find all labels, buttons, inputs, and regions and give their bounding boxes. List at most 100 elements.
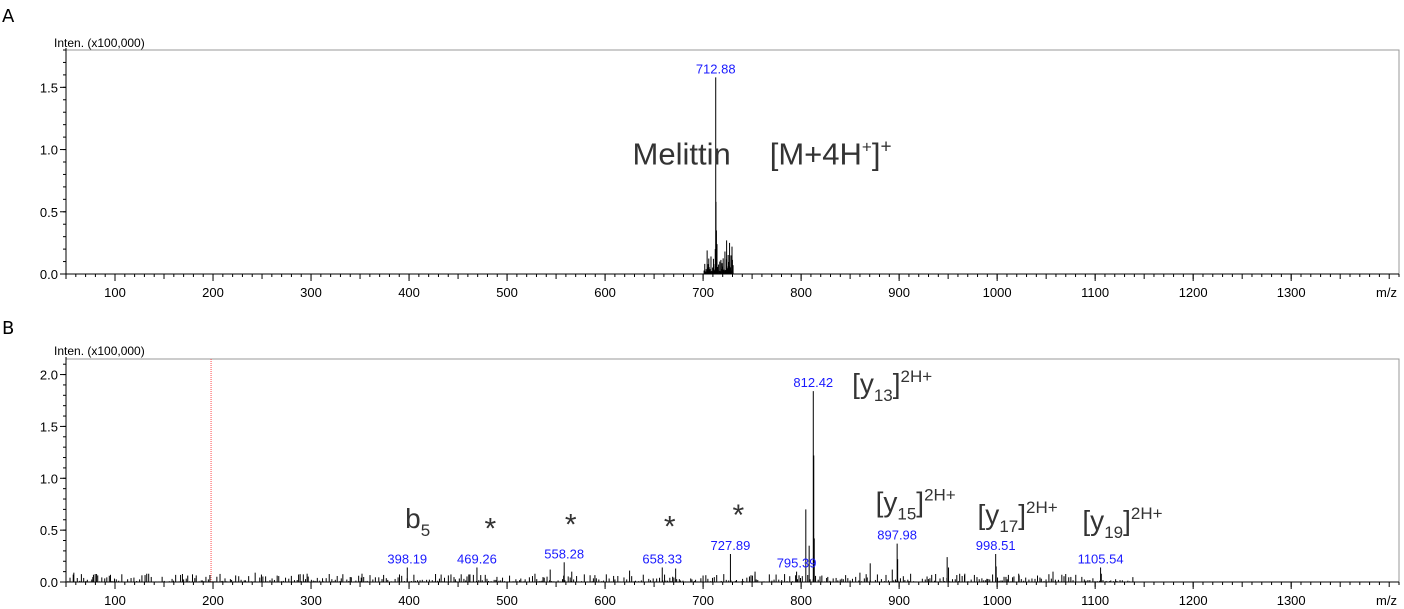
y-tick-label: 1.0 [40,143,58,158]
x-tick-label: 400 [398,593,420,608]
x-tick-label: 1300 [1277,593,1306,608]
annotation-text: * [664,510,676,543]
x-axis-title: m/z [1376,593,1397,608]
peak-label: 727.89 [711,538,751,553]
annotation: Melittin [633,136,731,171]
x-tick-label: 1000 [983,285,1012,300]
annotation: b5 [405,503,430,540]
plot-frame [66,49,1400,274]
annotation-superscript: 2H+ [924,485,956,504]
annotation-superscript: + [880,136,891,157]
peak-label: 658.33 [642,551,682,566]
x-tick-label: 800 [790,285,812,300]
annotation-text: ] [916,486,924,517]
peak-label: 897.98 [877,528,917,543]
x-tick-label: 900 [888,593,910,608]
spectrum-peaks [714,77,733,274]
annotation-text: [y [1082,505,1104,536]
noise-peaks [67,573,1135,582]
x-tick-label: 1200 [1179,285,1208,300]
annotation-text: ] [1123,505,1131,536]
peak-label: 712.88 [696,61,736,76]
annotation-superscript: 2H+ [1026,498,1058,517]
annotation-superscript: + [862,137,872,156]
x-tick-label: 200 [202,285,224,300]
annotation: * [485,512,497,545]
annotation-subscript: 15 [897,504,916,523]
annotation-superscript: 2H+ [901,367,933,386]
x-tick-label: 600 [594,593,616,608]
peak-label: 1105.54 [1078,551,1124,566]
x-tick-label: 400 [398,285,420,300]
annotation-text: * [733,499,745,532]
x-tick-label: 1100 [1081,285,1109,300]
annotation: [y17]2H+ [978,498,1058,536]
annotation-text: [y [852,368,874,399]
x-tick-label: 1100 [1081,593,1109,608]
x-tick-label: 1300 [1277,285,1306,300]
y-tick-label: 0.0 [40,575,58,590]
x-tick-label: 1200 [1179,593,1208,608]
annotation-text: [M+4H [770,136,862,171]
annotation: [y19]2H+ [1082,504,1162,542]
y-tick-label: 2.0 [40,368,58,383]
panel-label: A [2,6,15,27]
x-tick-label: 300 [300,285,322,300]
x-tick-label: 100 [104,285,126,300]
x-tick-label: 100 [104,593,126,608]
peak-label: 398.19 [387,551,427,566]
y-tick-label: 0.0 [40,267,58,282]
annotation-text: [y [876,486,898,517]
peak-label: 812.42 [793,375,833,390]
y-tick-label: 1.5 [40,80,58,95]
annotation-text: Melittin [633,136,731,171]
annotation-text: ] [872,136,881,171]
panel-a: A Inten. (x100,000) 0.0 0.5 1.0 1.5 100 200 300 4… [2,6,1400,300]
x-tick-label: 1000 [983,593,1012,608]
x-tick-label: 700 [692,593,714,608]
x-tick-label: 900 [888,285,910,300]
annotation-subscript: 19 [1104,523,1123,542]
annotation-text: ] [893,368,901,399]
x-tick-label: 200 [202,593,224,608]
x-tick-label: 500 [496,593,518,608]
peak-label: 998.51 [976,538,1016,553]
y-axis-title: Inten. (x100,000) [54,344,145,358]
y-tick-label: 0.5 [40,205,58,220]
y-axis-title: Inten. (x100,000) [54,36,145,50]
peak-label: 795.39 [777,556,817,571]
x-axis-title: m/z [1376,285,1397,300]
x-tick-label: 800 [790,593,812,608]
annotation: [M+4H+]+ [770,136,892,171]
spectrum-peaks [73,391,1102,582]
panel-label: B [2,318,14,339]
peak-label: 469.26 [457,551,497,566]
annotation-text: [y [978,499,1000,530]
annotation-text: * [565,508,577,541]
annotation: * [664,510,676,543]
peak-label: 558.28 [544,546,584,561]
x-tick-label: 500 [496,285,518,300]
annotation-subscript: 13 [874,386,893,405]
annotation: * [733,499,745,532]
panel-b: B Inten. (x100,000) 0.0 0.5 1.0 1.5 2.0 100 200 3… [2,318,1400,608]
annotation: [y13]2H+ [852,367,932,405]
y-tick-label: 1.5 [40,419,58,434]
annotation-text: * [485,512,497,545]
y-tick-label: 0.5 [40,523,58,538]
x-tick-label: 300 [300,593,322,608]
annotation: [y15]2H+ [876,485,956,523]
annotation-subscript: 17 [999,517,1018,536]
plot-frame [66,358,1400,582]
x-tick-label: 600 [594,285,616,300]
annotation-superscript: 2H+ [1131,504,1163,523]
noise-peaks [703,250,734,274]
annotation-subscript: 5 [421,521,430,540]
annotation-text: ] [1018,499,1026,530]
annotation: * [565,508,577,541]
x-tick-label: 700 [692,285,714,300]
annotation-text: b [405,503,421,534]
y-tick-label: 1.0 [40,471,58,486]
